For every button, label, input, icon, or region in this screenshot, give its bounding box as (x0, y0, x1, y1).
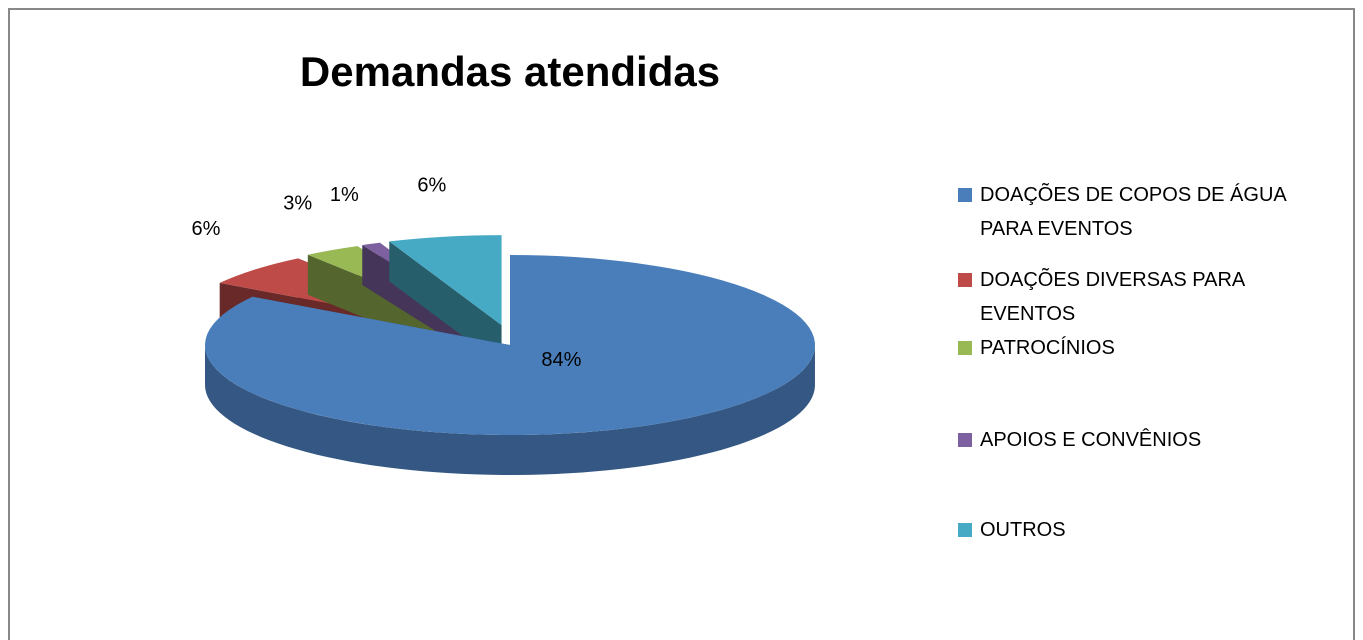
slice (389, 235, 502, 366)
data-label: 6% (191, 218, 220, 240)
legend-swatch (958, 341, 972, 355)
data-label: 84% (541, 349, 581, 371)
legend-label: APOIOS E CONVÊNIOS (980, 429, 1202, 451)
legend-label: PATROCÍNIOS (980, 337, 1115, 359)
data-label: 1% (330, 184, 359, 206)
legend-label: OUTROS (980, 519, 1066, 541)
slice-face (389, 241, 502, 366)
legend-swatch (958, 523, 972, 537)
slice (204, 255, 815, 475)
slice-side (205, 345, 815, 475)
data-label: 3% (283, 192, 312, 214)
pie (204, 235, 815, 475)
legend-swatch (958, 273, 972, 287)
data-label: 6% (417, 175, 446, 197)
legend-label: DOAÇÕES DIVERSAS PARA EVENTOS (980, 269, 1245, 325)
legend-swatch (958, 433, 972, 447)
slice-top (204, 255, 815, 435)
slice-top (389, 235, 502, 326)
chart-title: Demandas atendidas (300, 48, 720, 95)
legend-label: DOAÇÕES DE COPOS DE ÁGUA PARA EVENTOS (980, 184, 1286, 240)
legend-swatch (958, 188, 972, 202)
